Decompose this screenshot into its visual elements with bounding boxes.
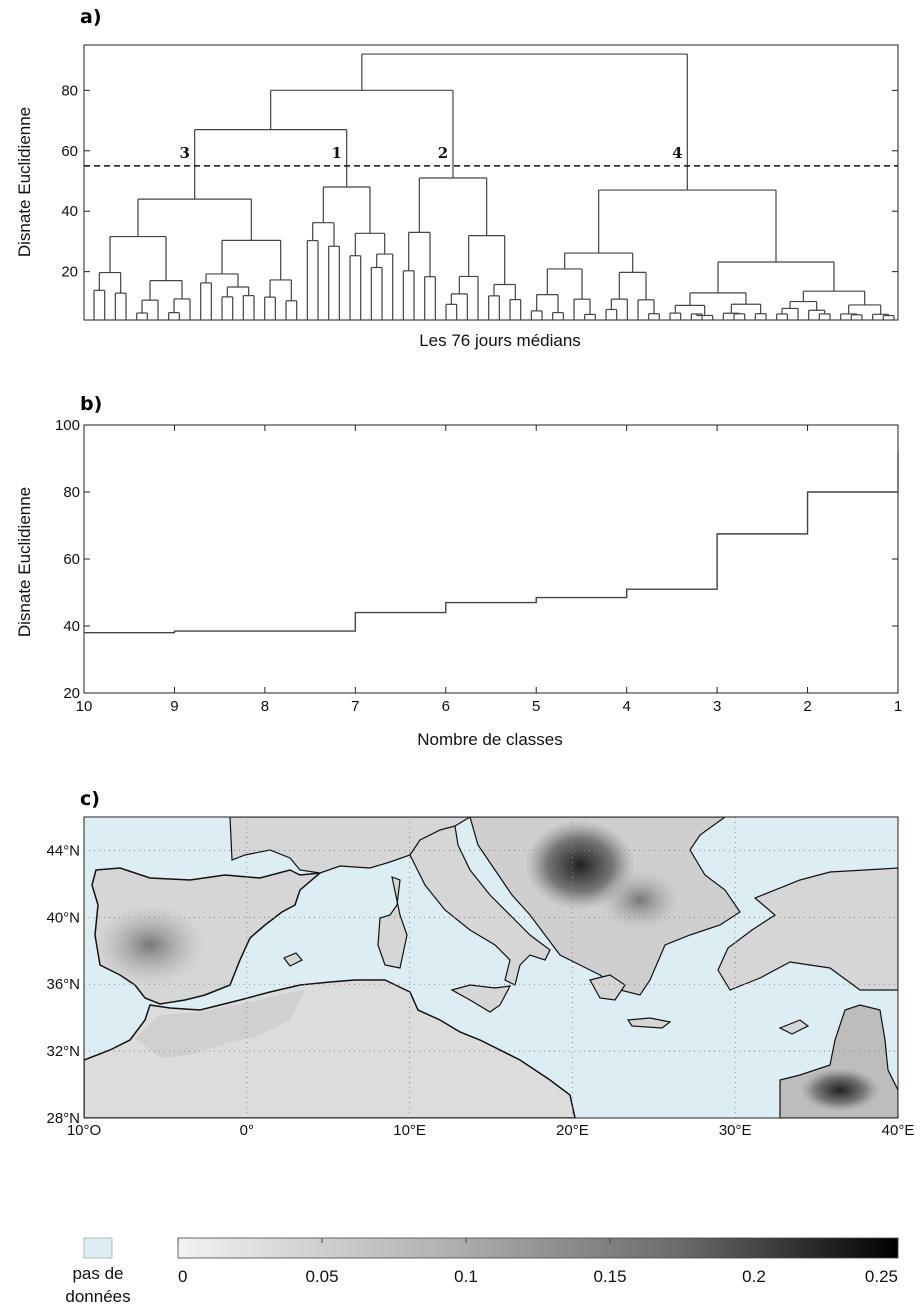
shade-balkans-2 bbox=[600, 870, 680, 930]
panel-a-y-label: Disnate Euclidienne bbox=[15, 107, 34, 257]
colorbar-tick-label: 0.05 bbox=[305, 1267, 338, 1286]
lat-tick-label: 32°N bbox=[46, 1043, 80, 1060]
map-ticks: 10°O 0° 10°E 20°E 30°E 40°E 28°N 32°N 36°N 40°N 44… bbox=[46, 842, 914, 1139]
colorbar-tick-label: 0.1 bbox=[454, 1267, 478, 1286]
x-tick-label: 6 bbox=[442, 698, 450, 715]
land-cyprus bbox=[778, 1019, 810, 1035]
y-tick-label: 80 bbox=[61, 82, 78, 99]
land-peloponnese bbox=[589, 974, 626, 1001]
y-tick-label: 60 bbox=[63, 551, 80, 568]
x-tick-label: 2 bbox=[803, 698, 811, 715]
no-data-label-line2: données bbox=[65, 1287, 130, 1306]
map-frame bbox=[83, 816, 899, 1119]
shade-iberia bbox=[95, 905, 205, 985]
cluster-label: 2 bbox=[438, 144, 448, 162]
panel-b-x-label: Nombre de classes bbox=[417, 730, 563, 749]
map-graticule bbox=[84, 817, 898, 1118]
panel-b-ticks: 10 9 8 7 6 5 4 3 2 1 20 40 60 80 100 bbox=[55, 417, 902, 715]
y-tick-label: 20 bbox=[61, 264, 78, 281]
lat-tick-label: 40°N bbox=[46, 909, 80, 926]
x-tick-label: 4 bbox=[622, 698, 630, 715]
colorbar-tick-label: 0 bbox=[178, 1267, 187, 1286]
x-tick-label: 1 bbox=[894, 698, 902, 715]
map bbox=[84, 817, 898, 1118]
panel-b-y-label: Disnate Euclidienne bbox=[15, 487, 34, 637]
panel-a-x-label: Les 76 jours médians bbox=[419, 331, 581, 350]
lon-tick-label: 20°E bbox=[556, 1122, 589, 1139]
y-tick-label: 100 bbox=[55, 417, 80, 434]
panel-a-y-ticks: 20 40 60 80 bbox=[61, 82, 898, 281]
land-maghreb-grey bbox=[135, 990, 305, 1058]
cluster-label: 3 bbox=[179, 144, 189, 162]
colorbar bbox=[177, 1237, 899, 1259]
land-crete bbox=[626, 1017, 672, 1029]
x-tick-label: 5 bbox=[532, 698, 540, 715]
panel-a-letter: a) bbox=[80, 6, 102, 28]
panel-b-letter: b) bbox=[80, 393, 102, 415]
y-tick-label: 20 bbox=[63, 685, 80, 702]
colorbar-tick-label: 0.2 bbox=[742, 1267, 766, 1286]
y-tick-label: 60 bbox=[61, 143, 78, 160]
land-corsica-sardinia bbox=[377, 876, 408, 969]
no-data-label-line1: pas de bbox=[72, 1264, 123, 1283]
lon-tick-label: 10°O bbox=[67, 1122, 101, 1139]
lon-tick-label: 30°E bbox=[719, 1122, 752, 1139]
land-sicily bbox=[450, 984, 512, 1013]
land-turkey bbox=[717, 867, 898, 991]
y-tick-label: 40 bbox=[63, 618, 80, 635]
lon-tick-label: 10°E bbox=[393, 1122, 426, 1139]
x-tick-label: 7 bbox=[351, 698, 359, 715]
no-data-swatch bbox=[83, 1237, 113, 1259]
cluster-label: 1 bbox=[331, 144, 341, 162]
y-tick-label: 80 bbox=[63, 484, 80, 501]
cluster-label: 4 bbox=[672, 144, 682, 162]
x-tick-label: 8 bbox=[261, 698, 269, 715]
cluster-labels: 3 1 2 4 bbox=[179, 144, 682, 162]
panel-b-frame bbox=[83, 424, 899, 694]
land-balearic bbox=[283, 952, 303, 967]
colorbar-tick-label: 0.25 bbox=[865, 1267, 898, 1286]
panel-a-frame bbox=[83, 44, 899, 321]
colorbar-tick-label: 0.15 bbox=[593, 1267, 626, 1286]
colorbar-ticks: 0 0.05 0.1 0.15 0.2 0.25 bbox=[177, 1238, 899, 1286]
lon-tick-label: 40°E bbox=[882, 1122, 915, 1139]
y-tick-label: 40 bbox=[61, 203, 78, 220]
panel-c-letter: c) bbox=[80, 788, 100, 810]
lat-tick-label: 44°N bbox=[46, 842, 80, 859]
x-tick-label: 3 bbox=[713, 698, 721, 715]
lat-tick-label: 28°N bbox=[46, 1110, 80, 1127]
shade-levant bbox=[800, 1068, 880, 1112]
dendrogram bbox=[84, 53, 898, 320]
x-tick-label: 9 bbox=[170, 698, 178, 715]
x-tick-label: 10 bbox=[76, 698, 93, 715]
lat-tick-label: 36°N bbox=[46, 976, 80, 993]
land-italy bbox=[409, 825, 551, 986]
step-line bbox=[84, 451, 899, 634]
lon-tick-label: 0° bbox=[240, 1122, 254, 1139]
